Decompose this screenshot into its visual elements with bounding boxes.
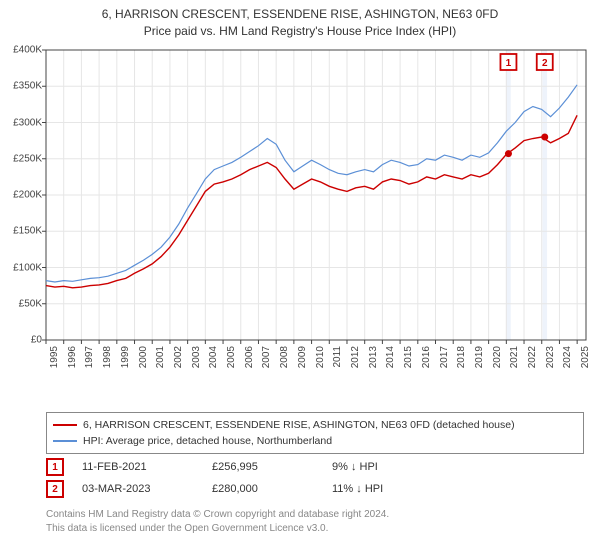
x-tick-label: 2002 (173, 346, 184, 368)
x-tick-label: 2021 (509, 346, 520, 368)
legend: 6, HARRISON CRESCENT, ESSENDENE RISE, AS… (46, 412, 584, 454)
x-tick-label: 2024 (562, 346, 573, 368)
sale-price: £256,995 (212, 461, 332, 473)
x-tick-label: 2014 (385, 346, 396, 368)
y-tick-label: £400K (13, 45, 42, 56)
legend-swatch (53, 440, 77, 442)
sale-date: 11-FEB-2021 (82, 461, 212, 473)
legend-label: 6, HARRISON CRESCENT, ESSENDENE RISE, AS… (83, 419, 515, 431)
title-line2: Price paid vs. HM Land Registry's House … (0, 23, 600, 40)
title-line1: 6, HARRISON CRESCENT, ESSENDENE RISE, AS… (0, 6, 600, 23)
down-arrow-icon: ↓ (356, 483, 362, 495)
x-tick-label: 2016 (421, 346, 432, 368)
x-tick-label: 2022 (527, 346, 538, 368)
x-tick-label: 2007 (261, 346, 272, 368)
x-tick-label: 2025 (580, 346, 591, 368)
legend-swatch (53, 424, 77, 426)
x-tick-label: 2010 (315, 346, 326, 368)
sale-marker-icon: 1 (46, 458, 64, 476)
footer-line1: Contains HM Land Registry data © Crown c… (46, 508, 389, 522)
x-tick-label: 1998 (102, 346, 113, 368)
x-tick-label: 1997 (84, 346, 95, 368)
chart-container: 12 £0£50K£100K£150K£200K£250K£300K£350K£… (0, 42, 600, 372)
x-tick-label: 1996 (67, 346, 78, 368)
y-tick-label: £0 (31, 335, 42, 346)
sale-pct: 9% ↓ HPI (332, 461, 452, 473)
sale-pct: 11% ↓ HPI (332, 483, 452, 495)
x-tick-label: 2017 (439, 346, 450, 368)
x-tick-label: 2009 (297, 346, 308, 368)
chart-svg: 12 (0, 42, 600, 372)
x-tick-label: 2011 (332, 346, 343, 368)
y-tick-label: £50K (19, 298, 42, 309)
title-block: 6, HARRISON CRESCENT, ESSENDENE RISE, AS… (0, 0, 600, 40)
x-tick-label: 2006 (244, 346, 255, 368)
x-tick-label: 2004 (208, 346, 219, 368)
footer-line2: This data is licensed under the Open Gov… (46, 522, 389, 536)
x-tick-label: 2013 (368, 346, 379, 368)
x-tick-label: 2018 (456, 346, 467, 368)
footer: Contains HM Land Registry data © Crown c… (46, 508, 389, 535)
svg-text:2: 2 (542, 58, 548, 69)
y-tick-label: £300K (13, 117, 42, 128)
x-tick-label: 2012 (350, 346, 361, 368)
x-tick-label: 2020 (492, 346, 503, 368)
svg-text:1: 1 (506, 58, 512, 69)
sale-marker-icon: 2 (46, 480, 64, 498)
x-tick-label: 2000 (138, 346, 149, 368)
legend-row: HPI: Average price, detached house, Nort… (53, 433, 577, 449)
legend-row: 6, HARRISON CRESCENT, ESSENDENE RISE, AS… (53, 417, 577, 433)
x-tick-label: 2005 (226, 346, 237, 368)
sales-table: 1 11-FEB-2021 £256,995 9% ↓ HPI 2 03-MAR… (46, 456, 584, 500)
sale-row: 2 03-MAR-2023 £280,000 11% ↓ HPI (46, 478, 584, 500)
x-tick-label: 2008 (279, 346, 290, 368)
y-tick-label: £250K (13, 153, 42, 164)
y-tick-label: £200K (13, 190, 42, 201)
x-tick-label: 2015 (403, 346, 414, 368)
y-tick-label: £350K (13, 81, 42, 92)
sale-price: £280,000 (212, 483, 332, 495)
y-tick-label: £100K (13, 262, 42, 273)
sale-row: 1 11-FEB-2021 £256,995 9% ↓ HPI (46, 456, 584, 478)
down-arrow-icon: ↓ (351, 461, 357, 473)
sale-date: 03-MAR-2023 (82, 483, 212, 495)
x-tick-label: 2003 (191, 346, 202, 368)
x-tick-label: 1995 (49, 346, 60, 368)
x-tick-label: 2019 (474, 346, 485, 368)
legend-label: HPI: Average price, detached house, Nort… (83, 435, 332, 447)
x-tick-label: 2023 (545, 346, 556, 368)
y-tick-label: £150K (13, 226, 42, 237)
x-tick-label: 2001 (155, 346, 166, 368)
x-tick-label: 1999 (120, 346, 131, 368)
